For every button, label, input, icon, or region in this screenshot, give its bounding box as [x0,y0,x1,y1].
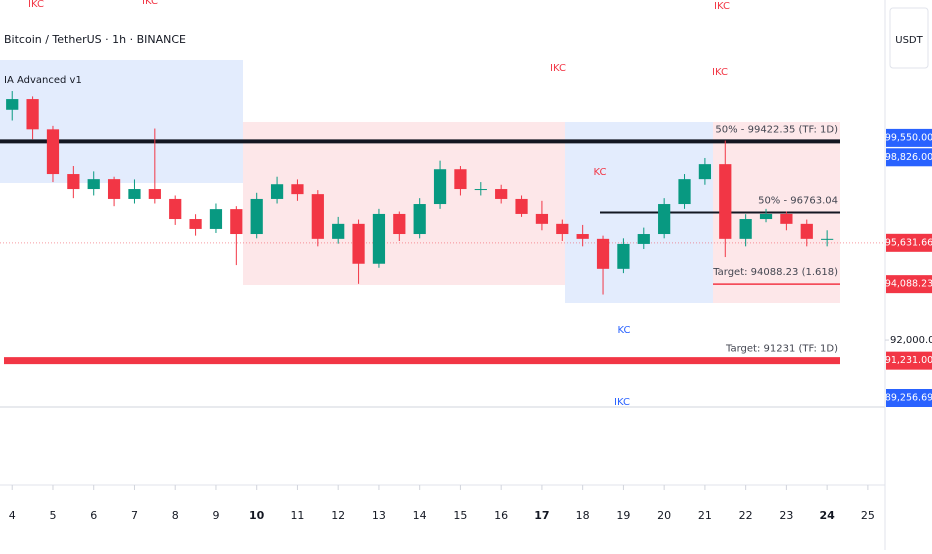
price-tag-label: 91,231.00 [885,355,932,366]
candle-body [413,204,426,235]
candle-body [617,243,630,269]
price-tag [886,128,932,147]
candle-body [535,213,549,224]
candle-body [209,209,223,229]
x-tick-label: 4 [9,509,16,522]
level-label: 50% - 99422.35 (TF: 1D) [715,124,838,135]
candle-body [230,209,243,235]
level-label: Target: 94088.23 (1.618) [712,267,838,278]
x-tick-label: 16 [494,509,508,522]
candle-body [250,198,263,235]
price-tag-label: 99,550.00 [885,132,932,143]
signal-label: IKC [28,0,44,10]
candle-body [556,223,569,235]
candle-body [87,179,100,190]
candle-body [332,223,345,239]
candle-body [495,189,508,199]
candle-body [678,179,691,205]
signal-label: IKC [142,0,158,7]
candle-body [270,184,284,199]
level-label: Target: 91231 (TF: 1D) [725,344,838,355]
price-tag [886,233,932,252]
candle-body [46,129,60,175]
candle-body [454,169,467,190]
symbol-title: Bitcoin / TetherUS · 1h · BINANCE [4,33,186,46]
x-tick-label: 24 [819,509,835,522]
candle-body [372,213,386,264]
price-tag [886,389,932,407]
x-tick-label: 10 [249,509,265,522]
zone-box [243,122,565,285]
signal-label: KC [594,167,607,178]
price-tag-label: 98,826.00 [885,152,932,163]
x-tick-label: 12 [331,509,345,522]
candle-body [698,164,712,180]
currency-label: USDT [895,35,923,46]
x-tick-label: 9 [212,509,219,522]
candle-body [596,238,610,269]
signal-label: IKC [714,1,730,12]
price-tag [886,351,932,370]
candle-body [780,213,793,224]
x-tick-label: 11 [290,509,304,522]
zone-box [0,60,243,183]
x-tick-label: 19 [616,509,630,522]
signal-label: IKC [550,63,566,74]
candle-body [433,169,447,205]
x-tick-label: 15 [453,509,467,522]
candle-body [67,174,80,190]
candle-body [189,219,202,229]
candle-body [6,99,19,110]
signal-label: KC [618,325,631,336]
candle-body [393,213,406,235]
candle-body [169,198,182,220]
x-tick-label: 18 [576,509,590,522]
candle-body [658,204,671,235]
y-tick-label: 92,000.00 [890,335,932,346]
candle-body [26,99,39,130]
candle-body [107,179,121,199]
candle-body [637,234,650,244]
candle-body [474,189,487,191]
x-tick-label: 25 [861,509,875,522]
price-tag [886,275,932,294]
candle-body [821,238,834,240]
x-tick-label: 23 [779,509,793,522]
x-tick-label: 13 [372,509,386,522]
indicator-title: IA Advanced v1 [4,75,82,86]
x-tick-label: 21 [698,509,712,522]
x-tick-label: 6 [90,509,97,522]
signal-label: IKC [712,67,728,78]
price-tag-label: 94,088.23 [885,279,932,290]
candle-body [311,194,324,239]
x-tick-label: 8 [172,509,179,522]
candle-body [128,189,141,199]
candle-body [576,234,589,239]
x-tick-label: 7 [131,509,138,522]
x-tick-label: 22 [739,509,753,522]
x-tick-label: 14 [413,509,427,522]
candle-body [515,198,528,214]
candle-body [739,219,752,239]
price-tag-label: 95,631.66 [885,237,932,248]
candle-body [800,223,813,239]
candle-body [719,164,732,239]
candle-body [291,184,304,195]
x-tick-label: 5 [49,509,56,522]
price-tag-label: 89,256.69 [885,393,932,404]
candle-body [352,223,365,264]
currency-button[interactable] [889,7,929,69]
candle-body [148,189,161,199]
candle-body [759,213,773,220]
x-tick-label: 20 [657,509,671,522]
signal-label: IKC [614,397,630,408]
x-tick-label: 17 [534,509,549,522]
price-tag [886,148,932,167]
level-label: 50% - 96763.04 [758,196,838,207]
